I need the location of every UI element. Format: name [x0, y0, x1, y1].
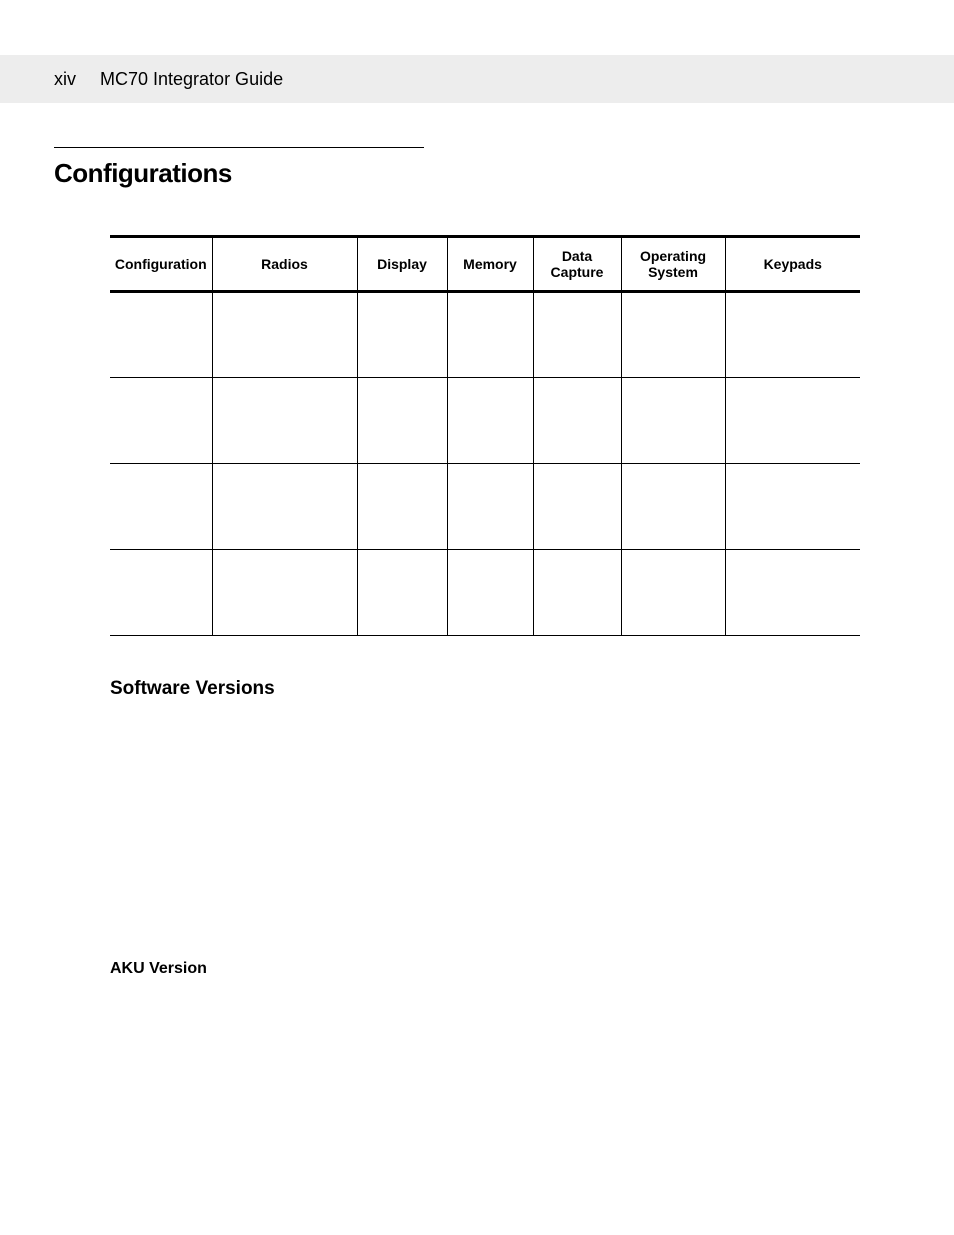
- table-cell: [447, 550, 533, 636]
- page: xiv MC70 Integrator Guide Configurations…: [0, 55, 954, 1038]
- table-header-cell: Display: [357, 237, 447, 292]
- table-cell: [621, 550, 725, 636]
- section-rule: [54, 147, 424, 148]
- table-cell: [533, 292, 621, 378]
- table-cell: [725, 378, 860, 464]
- table-cell: [447, 378, 533, 464]
- table-cell: [533, 464, 621, 550]
- table-cell: [357, 464, 447, 550]
- table-header-row: ConfigurationRadiosDisplayMemoryDataCapt…: [110, 237, 860, 292]
- section-heading-configurations: Configurations: [54, 158, 900, 189]
- table-header-cell: Memory: [447, 237, 533, 292]
- page-number: xiv: [54, 69, 76, 90]
- page-header-bar: xiv MC70 Integrator Guide: [0, 55, 954, 103]
- table-row: [110, 292, 860, 378]
- table-row: [110, 464, 860, 550]
- table-cell: [533, 378, 621, 464]
- table-cell: [447, 292, 533, 378]
- table-header-cell: DataCapture: [533, 237, 621, 292]
- table-header-cell: Configuration: [110, 237, 212, 292]
- subheading-aku-version: AKU Version: [110, 960, 900, 978]
- table-header-cell: OperatingSystem: [621, 237, 725, 292]
- page-content: Configurations ConfigurationRadiosDispla…: [0, 147, 954, 978]
- table-header-cell: Radios: [212, 237, 357, 292]
- table-cell: [357, 550, 447, 636]
- subheading-software-versions: Software Versions: [110, 678, 900, 700]
- table-cell: [357, 378, 447, 464]
- table-cell: [447, 464, 533, 550]
- table-cell: [110, 292, 212, 378]
- table-cell: [212, 292, 357, 378]
- table-cell: [533, 550, 621, 636]
- table-header-cell: Keypads: [725, 237, 860, 292]
- table-cell: [110, 378, 212, 464]
- config-table-wrap: ConfigurationRadiosDisplayMemoryDataCapt…: [110, 235, 900, 636]
- table-cell: [621, 292, 725, 378]
- table-cell: [725, 464, 860, 550]
- table-cell: [212, 378, 357, 464]
- table-cell: [725, 292, 860, 378]
- table-cell: [212, 464, 357, 550]
- table-cell: [357, 292, 447, 378]
- table-row: [110, 550, 860, 636]
- table-cell: [212, 550, 357, 636]
- config-table: ConfigurationRadiosDisplayMemoryDataCapt…: [110, 235, 860, 636]
- table-row: [110, 378, 860, 464]
- table-cell: [110, 464, 212, 550]
- table-cell: [725, 550, 860, 636]
- table-cell: [621, 464, 725, 550]
- table-cell: [621, 378, 725, 464]
- document-title: MC70 Integrator Guide: [100, 69, 283, 90]
- table-cell: [110, 550, 212, 636]
